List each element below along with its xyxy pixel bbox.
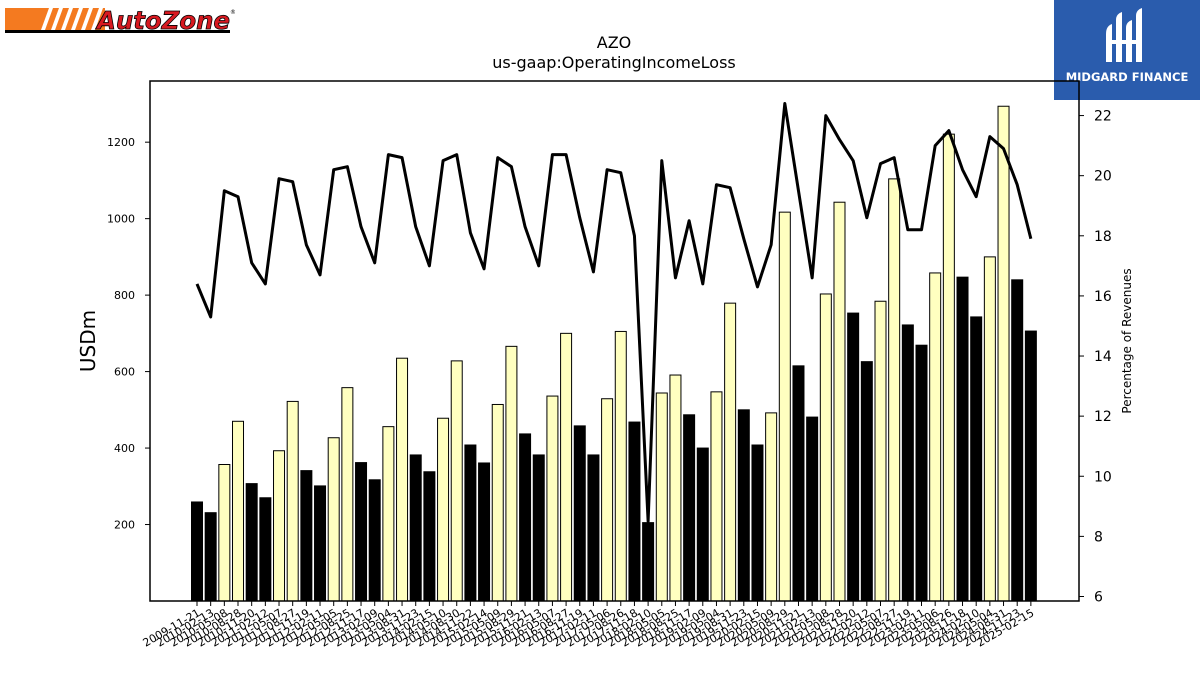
bar-2024-02-10 [970,316,983,602]
y-tick-label: 200 [114,519,135,532]
bar-2020-11-21 [792,365,805,602]
bar-2014-11-22 [464,444,477,602]
bar-2021-02-13 [806,416,819,602]
bar-2018-08-25 [669,374,682,602]
y-tick-label: 600 [114,366,135,379]
bar-2023-05-06 [929,272,942,602]
y2-tick-label: 20 [1094,169,1112,185]
bar-2022-08-27 [888,178,901,602]
bar-2016-08-27 [560,332,573,602]
bar-2021-05-08 [819,293,832,602]
bar-2017-11-18 [628,421,641,602]
y2-tick-label: 18 [1094,229,1112,245]
midgard-finance-logo: MIDGARD FINANCE [1054,0,1200,100]
y2-tick-label: 10 [1094,469,1112,485]
bar-2018-02-10 [642,522,655,602]
plot-frame [149,80,1080,602]
bar-2016-05-07 [546,395,559,602]
bar-2018-05-05 [655,392,668,602]
bar-2014-08-30 [450,360,463,602]
bar-2017-02-11 [587,454,600,602]
bar-2019-08-31 [724,302,737,602]
bar-2012-02-11 [314,485,327,602]
y2-tick-label: 16 [1094,289,1112,305]
bar-2022-11-19 [901,324,914,602]
right-axis: 6 8 10 12 14 16 18 20 22 [1079,109,1112,605]
bar-2023-08-26 [942,133,955,602]
y2-tick-label: 22 [1094,109,1112,125]
bar-2019-05-04 [710,391,723,602]
bar-2016-11-19 [573,425,586,602]
bar-2020-05-09 [765,412,778,602]
bar-2013-02-09 [368,479,381,602]
bar-2012-05-05 [327,437,340,602]
y-tick-label: 400 [114,442,135,455]
bar-2022-05-07 [874,300,887,602]
bar-2012-08-25 [341,387,354,602]
bar-2024-05-04 [983,256,996,602]
bar-2021-11-20 [847,312,860,602]
y-tick-label: 1200 [107,136,135,149]
bar-2011-05-07 [273,450,286,602]
y2-tick-label: 8 [1094,529,1103,545]
bar-2011-02-12 [259,497,272,602]
left-axis: 200 400 600 800 1000 1200 [107,136,150,532]
bar-2017-08-26 [614,330,627,602]
bar-2015-11-21 [519,433,532,602]
bar-2019-02-09 [696,447,709,602]
bar-2011-08-27 [286,400,299,602]
bar-2012-11-17 [355,462,368,602]
bar-2021-08-28 [833,201,846,602]
percentage-of-revenues-line [195,102,1033,523]
bar-2013-08-31 [396,357,409,602]
bar-2015-08-29 [505,345,518,602]
bar-2024-08-31 [997,105,1010,602]
logo-company-name: MIDGARD FINANCE [1066,70,1189,84]
bar-2010-08-28 [232,420,245,602]
bar-2014-02-15 [423,471,436,602]
bar-2024-11-23 [1011,279,1024,602]
bar-2015-05-09 [491,403,504,602]
bar-2009-11-21 [191,501,203,602]
y2-axis-label: Percentage of Revenues [1120,268,1134,413]
y2-tick-label: 12 [1094,409,1112,425]
autozone-logo: AutoZone ® [5,6,235,35]
bar-2010-05-08 [218,464,231,602]
bottom-axis: 2009-11-212010-02-132010-05-082010-08-28… [141,601,1036,650]
y-axis-label: USDm [76,310,100,372]
logo-registered-mark: ® [230,9,235,16]
y-tick-label: 800 [114,289,135,302]
bar-2013-05-04 [382,426,395,602]
bar-2014-05-10 [437,417,450,602]
bar-2023-02-11 [915,344,928,602]
bar-2013-11-23 [409,454,422,602]
bar-series [191,105,1037,602]
midgard-monogram-icon [1106,8,1142,62]
y2-tick-label: 14 [1094,349,1112,365]
bar-2015-02-14 [478,462,491,602]
bar-2010-02-13 [204,512,217,602]
bar-2010-11-20 [245,483,258,602]
bar-2016-02-13 [532,454,545,602]
logo-wordmark: AutoZone [95,6,230,35]
bar-2020-02-15 [751,444,764,602]
bar-2018-11-17 [683,414,696,602]
y2-tick-label: 6 [1094,589,1103,605]
bar-2019-11-23 [737,409,750,602]
bar-2022-02-12 [860,361,873,602]
y-tick-label: 1000 [107,213,135,226]
chart-title: AZO [597,33,632,52]
bar-2020-08-29 [778,211,791,602]
bar-2025-02-15 [1024,330,1037,602]
logo-stripes [5,8,230,33]
bar-2011-11-19 [300,470,313,602]
bar-2017-05-06 [601,398,614,602]
bar-2023-11-18 [956,276,969,602]
chart-subtitle: us-gaap:OperatingIncomeLoss [492,53,736,72]
